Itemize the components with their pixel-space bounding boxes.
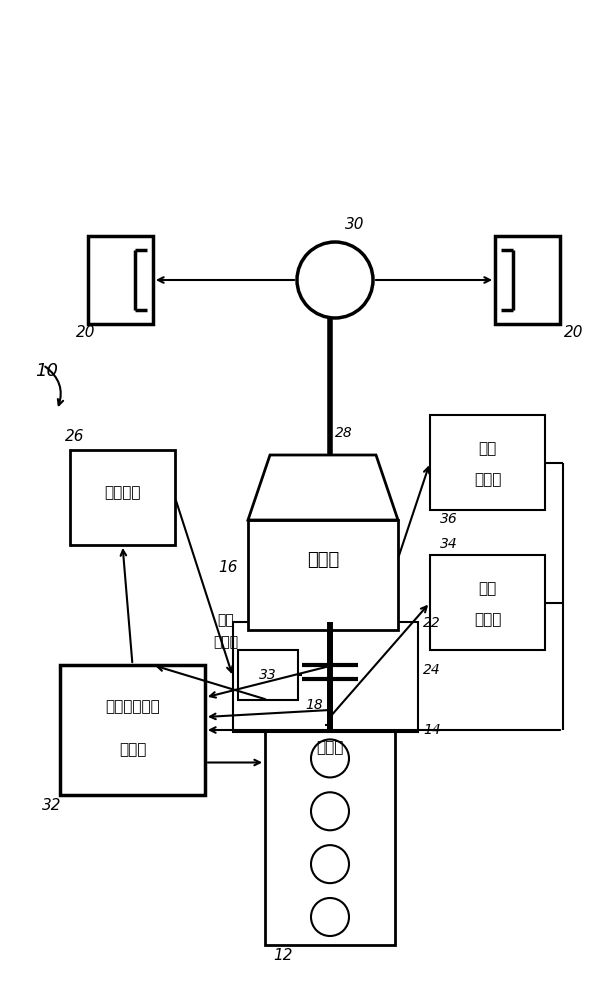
Text: 18: 18 — [305, 698, 323, 712]
Text: 动力传动系统: 动力传动系统 — [105, 699, 160, 714]
Text: 26: 26 — [65, 429, 84, 444]
Bar — [495, 236, 560, 324]
Circle shape — [311, 739, 349, 777]
Text: 离合器阀: 离合器阀 — [104, 485, 141, 500]
Bar — [60, 665, 205, 795]
Text: 发动机: 发动机 — [316, 740, 344, 756]
Text: 33: 33 — [259, 668, 277, 682]
Polygon shape — [248, 455, 398, 520]
Text: 32: 32 — [42, 798, 62, 813]
Text: 34: 34 — [440, 537, 458, 551]
Bar — [70, 450, 175, 545]
Text: 28: 28 — [335, 426, 353, 440]
Text: 20: 20 — [76, 325, 95, 340]
Text: 控制器: 控制器 — [119, 742, 146, 757]
Bar — [238, 650, 298, 700]
Text: 传感器: 传感器 — [474, 612, 501, 627]
Text: 36: 36 — [440, 512, 458, 526]
Text: 30: 30 — [345, 217, 365, 232]
Text: 24: 24 — [423, 663, 441, 677]
Text: 打滑: 打滑 — [217, 613, 234, 627]
Bar — [430, 415, 545, 510]
Circle shape — [297, 242, 373, 318]
Text: 12: 12 — [273, 948, 292, 963]
Text: 20: 20 — [564, 325, 583, 340]
Circle shape — [311, 792, 349, 830]
Circle shape — [311, 898, 349, 936]
Text: 变速器: 变速器 — [307, 551, 339, 569]
Text: 输出: 输出 — [479, 441, 497, 456]
Bar — [233, 622, 418, 732]
Text: 16: 16 — [218, 560, 237, 575]
Bar — [265, 730, 395, 945]
Text: 传感器: 传感器 — [213, 635, 238, 649]
Text: 输入: 输入 — [479, 581, 497, 596]
Text: 10: 10 — [35, 362, 58, 380]
Bar — [88, 236, 153, 324]
Circle shape — [311, 845, 349, 883]
Text: 传感器: 传感器 — [474, 472, 501, 487]
Text: 22: 22 — [423, 616, 441, 630]
Bar — [248, 520, 398, 630]
Text: 14: 14 — [423, 723, 441, 737]
Bar — [430, 555, 545, 650]
